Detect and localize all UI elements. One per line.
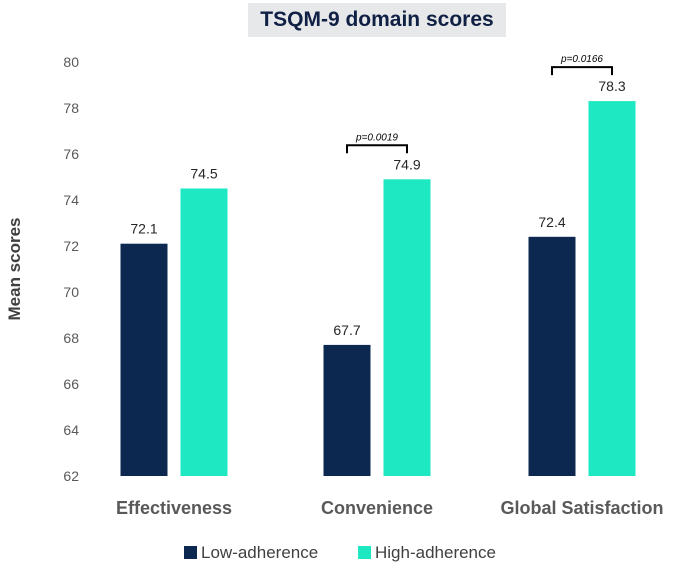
y-axis-title: Mean scores <box>5 218 24 321</box>
y-tick-label: 80 <box>63 54 79 70</box>
bar-low-adherence <box>323 344 371 476</box>
y-tick-label: 64 <box>63 422 79 438</box>
y-tick-label: 66 <box>63 376 79 392</box>
data-label: 78.3 <box>598 78 625 94</box>
data-label: 74.9 <box>393 156 420 172</box>
legend-swatch-low <box>184 546 197 559</box>
y-tick-label: 70 <box>63 284 79 300</box>
p-value-label: p=0.0166 <box>560 54 603 65</box>
x-category-label: Effectiveness <box>116 498 232 518</box>
data-label: 67.7 <box>333 322 360 338</box>
legend-swatch-high <box>358 546 371 559</box>
significance-bracket <box>346 144 408 154</box>
legend-label: Low-adherence <box>201 543 318 562</box>
y-tick-label: 62 <box>63 468 79 484</box>
x-category-label: Global Satisfaction <box>500 498 663 518</box>
legend-label: High-adherence <box>375 543 496 562</box>
data-label: 74.5 <box>190 166 217 182</box>
bar-high-adherence <box>383 179 431 477</box>
chart-title: TSQM-9 domain scores <box>260 8 494 31</box>
chart-title-box: TSQM-9 domain scores <box>248 3 506 37</box>
y-tick-label: 68 <box>63 330 79 346</box>
bar-high-adherence <box>180 188 228 476</box>
p-value-label: p=0.0019 <box>355 132 398 143</box>
significance-bracket <box>551 66 613 76</box>
bar-low-adherence <box>528 236 576 476</box>
data-label: 72.4 <box>538 214 565 230</box>
x-category-label: Convenience <box>321 498 433 518</box>
y-tick-label: 78 <box>63 100 79 116</box>
bar-high-adherence <box>588 101 636 476</box>
y-tick-label: 74 <box>63 192 79 208</box>
data-label: 72.1 <box>130 221 157 237</box>
y-tick-label: 72 <box>63 238 79 254</box>
bar-low-adherence <box>120 243 168 476</box>
y-tick-label: 76 <box>63 146 79 162</box>
